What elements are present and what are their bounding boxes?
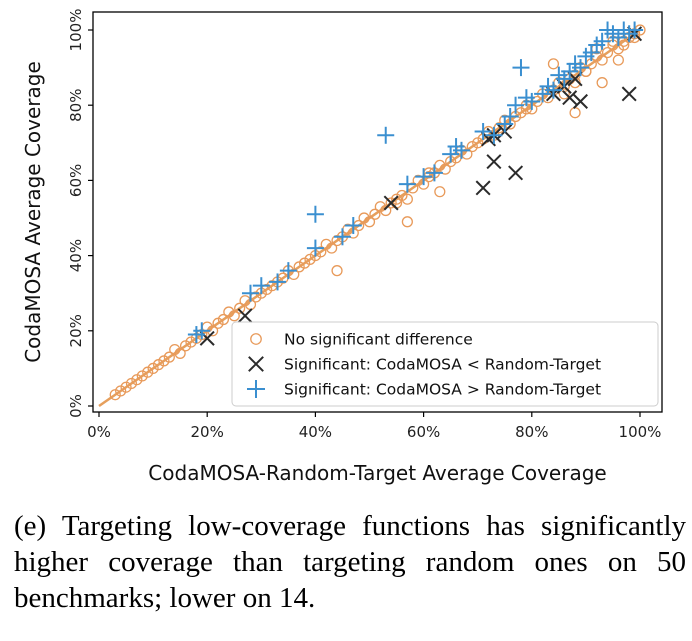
no-difference-point <box>331 265 343 277</box>
no-difference-point <box>401 193 413 205</box>
legend-marker <box>250 333 262 345</box>
figure-caption: (e) Targeting low-coverage functions has… <box>14 510 686 614</box>
legend-entry: Significant: CodaMOSA < Random-Target <box>248 356 601 374</box>
codamosa-higher-point <box>241 284 259 302</box>
y-tick-label: 100% <box>67 9 85 52</box>
codamosa-higher-point <box>544 81 562 99</box>
codamosa-higher-point <box>512 59 530 77</box>
no-difference-point <box>569 107 581 119</box>
codamosa-higher-point <box>452 141 470 159</box>
codamosa-higher-point <box>571 59 589 77</box>
codamosa-higher-point <box>193 322 211 340</box>
y-tick-label: 40% <box>67 239 85 272</box>
y-tick-label: 80% <box>67 89 85 122</box>
x-tick-label: 80% <box>515 423 548 441</box>
x-tick-label: 20% <box>191 423 224 441</box>
no-difference-point <box>363 216 376 228</box>
codamosa-higher-point <box>398 175 416 193</box>
codamosa-lower-point <box>562 90 578 106</box>
legend-box <box>231 321 659 407</box>
codamosa-higher-point <box>485 126 503 144</box>
x-axis-label: CodaMOSA-Random-Target Average Coverage <box>148 461 606 485</box>
no-difference-point <box>380 204 392 217</box>
codamosa-higher-point <box>415 168 433 186</box>
y-tick-label: 60% <box>67 164 85 197</box>
no-difference-point <box>434 186 446 198</box>
no-difference-point <box>326 242 338 254</box>
x-axis-ticks: 0% 20% 40% 60% 80% 100% <box>87 412 661 441</box>
codamosa-higher-point <box>306 239 324 257</box>
legend-entry: No significant difference <box>250 331 473 349</box>
codamosa-higher-point <box>306 205 324 223</box>
codamosa-higher-point <box>626 21 644 39</box>
codamosa-lower-point <box>237 308 253 324</box>
no-difference-point <box>174 347 186 359</box>
plot-frame <box>92 11 663 413</box>
codamosa-higher-point <box>269 273 287 291</box>
legend-label: No significant difference <box>284 331 473 349</box>
codamosa-higher-point <box>507 96 525 114</box>
no-difference-point <box>369 208 381 220</box>
no-difference-point <box>228 310 240 322</box>
codamosa-higher-point <box>344 217 362 235</box>
no-difference-point <box>558 88 570 100</box>
legend-entry: Significant: CodaMOSA > Random-Target <box>247 380 601 399</box>
codamosa-higher-point <box>501 107 519 125</box>
codamosa-higher-point <box>252 277 270 295</box>
codamosa-higher-point <box>474 123 492 141</box>
legend: No significant difference Significant: Co… <box>231 321 659 407</box>
no-difference-point <box>439 163 451 175</box>
no-difference-point <box>217 313 230 326</box>
y-axis-label: CodaMOSA Average Coverage <box>21 61 45 363</box>
no-difference-point <box>401 216 413 228</box>
codamosa-higher-point <box>279 262 297 280</box>
no-difference-point <box>601 46 614 59</box>
codamosa-higher-point <box>523 92 541 110</box>
data-points-layer <box>109 21 646 401</box>
no-difference-point <box>163 351 175 363</box>
no-difference-point <box>547 58 560 70</box>
x-tick-label: 100% <box>619 423 662 441</box>
x-tick-label: 60% <box>407 423 440 441</box>
no-difference-point <box>234 302 246 314</box>
y-tick-label: 0% <box>67 394 85 418</box>
scatter-chart: 0% 20% 40% 60% 80% 100% 0% 20% 40% 60% 80% 100% Co… <box>21 9 663 485</box>
legend-label: Significant: CodaMOSA > Random-Target <box>284 381 601 399</box>
codamosa-lower-point <box>572 93 588 109</box>
codamosa-higher-point <box>377 126 395 144</box>
legend-marker <box>248 356 264 372</box>
codamosa-lower-point <box>621 86 637 102</box>
codamosa-higher-point <box>425 164 443 182</box>
codamosa-lower-point <box>486 154 502 170</box>
no-difference-point <box>612 54 624 66</box>
x-tick-label: 40% <box>299 423 332 441</box>
no-difference-point <box>596 77 608 89</box>
codamosa-higher-point <box>593 32 611 50</box>
codamosa-lower-point <box>383 195 399 211</box>
y-axis-ticks: 0% 20% 40% 60% 80% 100% <box>67 9 93 418</box>
no-difference-point <box>596 54 608 66</box>
legend-label: Significant: CodaMOSA < Random-Target <box>284 356 601 374</box>
codamosa-higher-point <box>333 228 351 246</box>
x-tick-label: 0% <box>87 423 111 441</box>
codamosa-lower-point <box>475 180 491 196</box>
codamosa-lower-point <box>508 165 524 181</box>
y-tick-label: 20% <box>67 314 85 347</box>
legend-marker <box>247 380 265 398</box>
